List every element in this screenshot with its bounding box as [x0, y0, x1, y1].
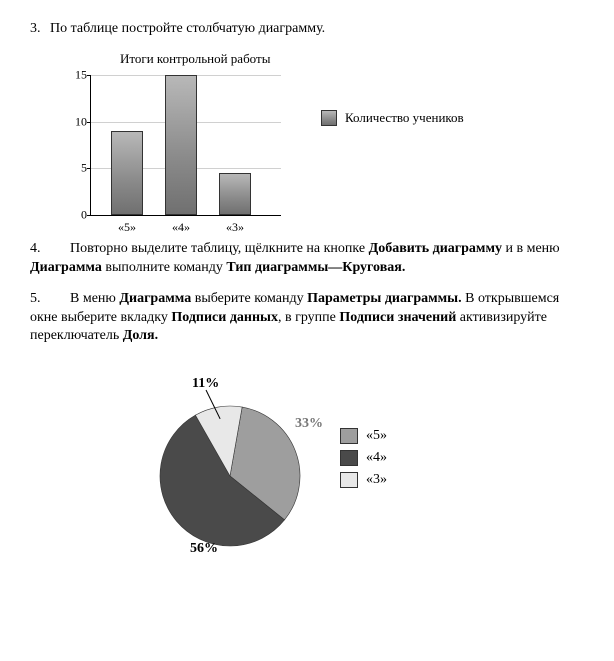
- xcat-label: «4»: [163, 220, 199, 235]
- pie-legend-row: «3»: [340, 472, 387, 488]
- pie-legend-row: «4»: [340, 450, 387, 466]
- legend-label: «5»: [366, 428, 387, 444]
- ytick-label: 10: [63, 114, 87, 129]
- task-number: 5.: [30, 290, 50, 309]
- task-body: Повторно выделите таблицу, щёлкните на к…: [30, 241, 560, 275]
- legend-swatch-icon: [321, 110, 337, 126]
- bar-chart-plot: 051015«5»«4»«3»: [90, 75, 281, 216]
- xcat-label: «3»: [217, 220, 253, 235]
- pie-legend-row: «5»: [340, 428, 387, 444]
- legend-swatch-icon: [340, 450, 358, 466]
- bar: [219, 173, 251, 215]
- task-number: 4.: [30, 240, 50, 259]
- task-number: 3.: [30, 20, 50, 39]
- ytick-label: 0: [63, 207, 87, 222]
- ytick-label: 5: [63, 161, 87, 176]
- task-5: 5.В меню Диаграмма выберите команду Пара…: [30, 290, 584, 347]
- pie-label-33: 33%: [295, 416, 323, 432]
- pie-label-11: 11%: [192, 376, 219, 392]
- bar-chart-legend: Количество учеников: [321, 110, 464, 126]
- bar: [111, 131, 143, 215]
- pie-svg: [120, 366, 330, 556]
- legend-label: Количество учеников: [345, 110, 464, 126]
- pie-chart-legend: «5» «4» «3»: [340, 428, 387, 494]
- legend-swatch-icon: [340, 472, 358, 488]
- legend-label: «4»: [366, 450, 387, 466]
- task-4: 4.Повторно выделите таблицу, щёлкните на…: [30, 240, 584, 278]
- pie-chart-area: 11% 33% 56%: [120, 366, 330, 556]
- legend-label: «3»: [366, 472, 387, 488]
- ytick-label: 15: [63, 67, 87, 82]
- pie-chart: 11% 33% 56% «5» «4» «3»: [120, 366, 584, 556]
- bar: [165, 75, 197, 215]
- legend-swatch-icon: [340, 428, 358, 444]
- bar-chart-title: Итоги контрольной работы: [120, 51, 584, 67]
- task-text: По таблице постройте столбчатую диаграмм…: [50, 21, 325, 36]
- xcat-label: «5»: [109, 220, 145, 235]
- pie-label-56: 56%: [190, 541, 218, 557]
- task-body: В меню Диаграмма выберите команду Параме…: [30, 291, 559, 344]
- task-3: 3.По таблице постройте столбчатую диагра…: [30, 20, 584, 39]
- bar-chart: Итоги контрольной работы 051015«5»«4»«3»…: [90, 51, 584, 216]
